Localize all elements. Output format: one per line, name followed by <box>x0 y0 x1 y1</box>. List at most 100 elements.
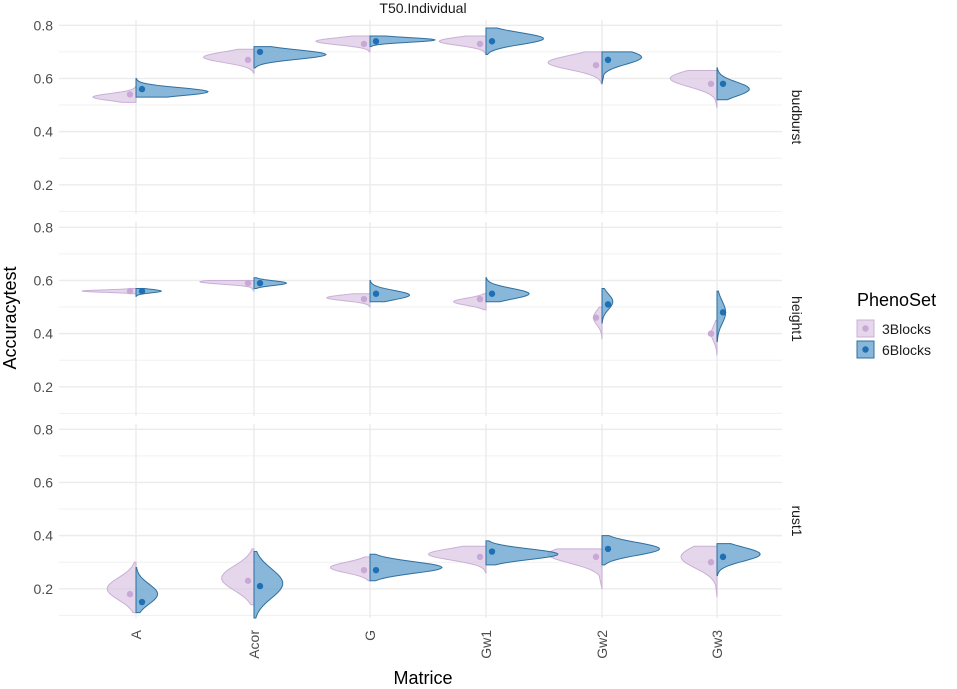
violin-3Blocks-A <box>81 287 137 295</box>
legend-point-3Blocks <box>862 325 869 332</box>
mean-point-6Blocks-Acor <box>256 582 264 590</box>
mean-point-6Blocks-A <box>138 598 146 606</box>
mean-point-3Blocks-G <box>360 40 368 48</box>
violin-6Blocks-Acor <box>253 277 288 289</box>
violin-3Blocks-Acor <box>198 279 255 292</box>
mean-point-3Blocks-Gw3 <box>707 80 715 87</box>
violin-3Blocks-Gw2 <box>547 51 603 85</box>
mean-point-6Blocks-G <box>372 566 380 574</box>
violin-3Blocks-Acor <box>202 48 255 74</box>
violin-3Blocks-A <box>106 561 137 614</box>
violin-3Blocks-Gw1 <box>438 35 487 56</box>
mean-point-6Blocks-Gw1 <box>488 548 496 555</box>
legend-label-6Blocks: 6Blocks <box>882 342 931 358</box>
legend-label-3Blocks: 3Blocks <box>882 321 931 337</box>
x-tick-label: Gw2 <box>594 630 610 659</box>
mean-point-3Blocks-Gw1 <box>476 553 484 561</box>
mean-point-6Blocks-Gw2 <box>604 545 612 553</box>
y-tick-label: 0.8 <box>34 17 54 33</box>
violin-6Blocks-Acor <box>253 551 284 619</box>
violin-6Blocks-Gw2 <box>601 51 643 85</box>
legend-point-6Blocks <box>862 346 869 353</box>
mean-point-3Blocks-Gw3 <box>707 558 715 566</box>
mean-point-3Blocks-Acor <box>244 577 252 584</box>
violin-6Blocks-Gw3 <box>716 290 727 343</box>
y-tick-label: 0.4 <box>34 124 54 140</box>
mean-point-6Blocks-G <box>372 290 380 297</box>
mean-point-6Blocks-G <box>372 38 380 45</box>
violin-6Blocks-Gw3 <box>716 67 750 101</box>
panels: 0.20.40.60.8budburst0.20.40.60.8height10… <box>34 17 805 658</box>
violin-6Blocks-Gw3 <box>716 543 761 576</box>
violin-6Blocks-G <box>369 35 437 48</box>
x-axis: A Acor G Gw1 Gw2 Gw3 <box>128 629 725 658</box>
x-tick-label: Acor <box>246 630 262 659</box>
mean-point-3Blocks-Gw2 <box>592 61 600 69</box>
x-tick-label: Gw1 <box>478 630 494 659</box>
y-tick-label: 0.8 <box>34 219 54 235</box>
y-axis-title: Accuracytest <box>0 266 20 369</box>
violin-3Blocks-Gw3 <box>669 69 718 109</box>
violin-3Blocks-A <box>92 85 137 103</box>
panel-height1: 0.2 0.4 0.6 0.8 height1 <box>34 219 805 416</box>
mean-point-3Blocks-Gw1 <box>476 40 484 48</box>
mean-point-6Blocks-Gw1 <box>488 290 496 297</box>
y-tick-label: 0.2 <box>34 177 54 193</box>
mean-point-3Blocks-Acor <box>244 279 252 287</box>
panel-strip-label: budburst <box>789 90 805 145</box>
mean-point-6Blocks-Gw3 <box>719 553 727 561</box>
violin-6Blocks-Gw1 <box>485 277 530 303</box>
x-tick-label: A <box>128 629 144 639</box>
panel-strip-label: height1 <box>789 296 805 342</box>
mean-point-3Blocks-Gw2 <box>592 553 600 561</box>
y-tick-label: 0.6 <box>34 272 54 288</box>
mean-point-3Blocks-G <box>360 566 368 574</box>
x-axis-title: Matrice <box>393 668 452 688</box>
violin-6Blocks-G <box>369 553 443 582</box>
x-tick-label: Gw3 <box>709 630 725 659</box>
mean-point-3Blocks-Gw3 <box>707 330 715 337</box>
mean-point-6Blocks-Gw2 <box>604 301 612 308</box>
legend-title: PhenoSet <box>857 290 936 310</box>
mean-point-6Blocks-Acor <box>256 48 264 56</box>
y-tick-label: 0.8 <box>34 421 54 437</box>
violin-3Blocks-Gw3 <box>680 545 718 598</box>
y-tick-label: 0.6 <box>34 474 54 490</box>
mean-point-6Blocks-A <box>138 85 146 93</box>
violin-3Blocks-G <box>326 293 371 308</box>
violin-3Blocks-Gw3 <box>710 319 718 356</box>
mean-point-6Blocks-A <box>138 287 146 295</box>
mean-point-3Blocks-A <box>126 91 134 98</box>
violin-6Blocks-Gw1 <box>485 540 559 566</box>
mean-point-3Blocks-Gw1 <box>476 295 484 303</box>
mean-point-3Blocks-A <box>126 590 134 598</box>
chart-title: T50.Individual <box>379 0 466 16</box>
y-tick-label: 0.6 <box>34 70 54 86</box>
violin-6Blocks-A <box>135 77 209 98</box>
violin-3Blocks-G <box>329 556 371 582</box>
mean-point-3Blocks-Acor <box>244 56 252 64</box>
y-tick-label: 0.4 <box>34 528 54 544</box>
panel-rust1: 0.2 0.4 0.6 0.8 rust1 <box>34 421 805 619</box>
mean-point-6Blocks-Gw1 <box>488 38 496 45</box>
violin-3Blocks-Gw1 <box>427 545 487 574</box>
x-tick-label: G <box>362 630 378 641</box>
mean-point-3Blocks-A <box>126 287 134 295</box>
violin-6Blocks-Acor <box>253 46 327 69</box>
mean-point-6Blocks-Gw3 <box>719 309 727 316</box>
mean-point-3Blocks-G <box>360 295 368 303</box>
mean-point-6Blocks-Gw3 <box>719 80 727 87</box>
violin-3Blocks-Acor <box>221 548 255 606</box>
violin-6Blocks-Gw2 <box>601 535 661 566</box>
y-tick-label: 0.2 <box>34 581 54 597</box>
violin-3Blocks-G <box>315 35 371 53</box>
panel-budburst: 0.2 0.4 0.6 0.8 budburst <box>34 17 805 214</box>
panel-strip-label: rust1 <box>789 505 805 536</box>
mean-point-6Blocks-Acor <box>256 279 264 287</box>
violin-6Blocks-Gw1 <box>485 27 544 56</box>
legend: PhenoSet 3Blocks 6Blocks <box>856 290 936 359</box>
violin-6Blocks-A <box>135 567 159 614</box>
y-tick-label: 0.2 <box>34 379 54 395</box>
y-tick-label: 0.4 <box>34 326 54 342</box>
